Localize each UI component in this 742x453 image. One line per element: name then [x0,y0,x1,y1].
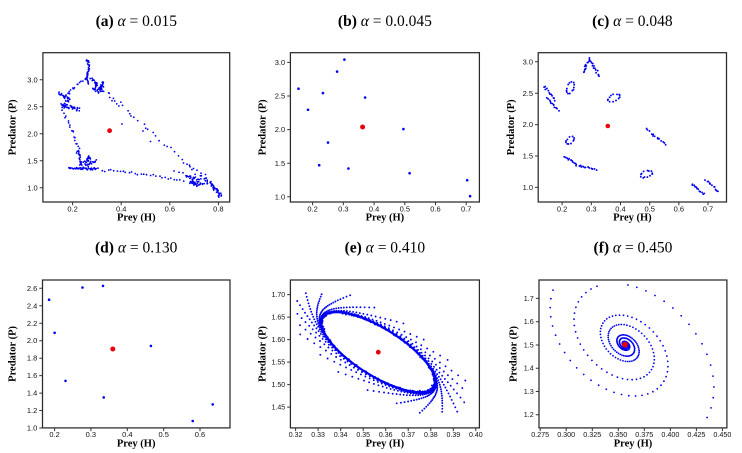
svg-text:0.4: 0.4 [615,204,625,213]
svg-text:0.6: 0.6 [430,204,440,213]
svg-text:1.3: 1.3 [524,387,534,396]
svg-text:2.4: 2.4 [27,301,37,310]
svg-text:3.0: 3.0 [275,58,285,67]
svg-text:0.5: 0.5 [400,204,410,213]
svg-text:0.425: 0.425 [687,430,705,439]
svg-text:0.4: 0.4 [116,204,126,213]
svg-text:1.0: 1.0 [523,183,533,192]
svg-text:1.60: 1.60 [272,337,286,344]
svg-text:0.2: 0.2 [557,204,567,213]
svg-text:Predator (P): Predator (P) [8,99,19,155]
svg-text:0.39: 0.39 [446,432,460,439]
svg-text:2.0: 2.0 [275,125,285,134]
svg-text:Prey (H): Prey (H) [117,213,156,224]
svg-text:(d) α = 0.130: (d) α = 0.130 [95,240,178,257]
svg-text:Predator (P): Predator (P) [258,99,269,155]
svg-text:2.5: 2.5 [523,89,533,98]
svg-text:0.3: 0.3 [586,204,596,213]
svg-text:1.45: 1.45 [272,405,286,412]
svg-text:0.2: 0.2 [49,430,59,439]
svg-text:(a) α = 0.015: (a) α = 0.015 [96,13,178,30]
svg-text:2.5: 2.5 [275,92,285,101]
svg-text:0.375: 0.375 [635,430,653,439]
svg-text:1.65: 1.65 [272,315,286,322]
svg-text:0.35: 0.35 [356,432,370,439]
svg-text:0.3: 0.3 [338,204,348,213]
svg-text:0.36: 0.36 [379,432,393,439]
svg-text:0.4: 0.4 [369,204,379,213]
svg-text:3.0: 3.0 [27,75,37,84]
svg-text:0.34: 0.34 [334,432,348,439]
svg-text:0.350: 0.350 [609,430,627,439]
svg-text:Prey (H): Prey (H) [613,213,652,224]
svg-text:Predator (P): Predator (P) [258,325,269,381]
svg-text:1.7: 1.7 [524,294,534,303]
svg-text:1.8: 1.8 [27,354,37,363]
svg-text:Prey (H): Prey (H) [117,438,156,449]
svg-text:Predator (P): Predator (P) [8,325,19,381]
svg-text:1.70: 1.70 [272,292,286,299]
svg-text:0.6: 0.6 [674,204,684,213]
svg-text:Predator (P): Predator (P) [509,325,520,381]
svg-text:Predator (P): Predator (P) [506,99,517,155]
svg-text:0.8: 0.8 [213,204,223,213]
svg-text:0.300: 0.300 [557,430,575,439]
svg-text:2.0: 2.0 [523,120,533,129]
svg-text:0.5: 0.5 [644,204,654,213]
svg-text:0.5: 0.5 [158,430,168,439]
svg-text:0.6: 0.6 [165,204,175,213]
svg-text:1.2: 1.2 [524,410,534,419]
svg-text:1.55: 1.55 [272,360,286,367]
svg-text:Prey (H): Prey (H) [614,438,653,449]
svg-text:0.325: 0.325 [583,430,601,439]
svg-text:Prey (H): Prey (H) [366,213,405,224]
svg-text:0.3: 0.3 [86,430,96,439]
svg-text:2.0: 2.0 [27,336,37,345]
svg-text:1.2: 1.2 [27,406,37,415]
svg-text:(c) α = 0.048: (c) α = 0.048 [592,13,673,30]
svg-text:3.0: 3.0 [523,57,533,66]
svg-text:0.4: 0.4 [122,430,132,439]
svg-text:0.6: 0.6 [195,430,205,439]
svg-text:1.5: 1.5 [523,152,533,161]
svg-text:0.38: 0.38 [424,432,438,439]
svg-text:2.2: 2.2 [27,319,37,328]
svg-text:1.5: 1.5 [27,156,37,165]
svg-text:(f) α = 0.450: (f) α = 0.450 [594,240,673,257]
svg-text:1.6: 1.6 [524,317,534,326]
svg-text:1.4: 1.4 [27,389,37,398]
svg-text:(e) α = 0.410: (e) α = 0.410 [345,240,426,257]
svg-text:2.5: 2.5 [27,102,37,111]
svg-text:0.40: 0.40 [469,432,483,439]
svg-text:1.0: 1.0 [27,183,37,192]
svg-text:1.6: 1.6 [27,371,37,380]
svg-text:0.450: 0.450 [713,430,731,439]
svg-text:1.4: 1.4 [524,364,534,373]
svg-text:0.2: 0.2 [67,204,77,213]
svg-text:0.2: 0.2 [307,204,317,213]
svg-text:0.33: 0.33 [311,432,325,439]
svg-text:0.32: 0.32 [289,432,303,439]
svg-text:2.0: 2.0 [27,129,37,138]
svg-text:2.6: 2.6 [27,284,37,293]
svg-text:1.5: 1.5 [275,159,285,168]
svg-text:Prey (H): Prey (H) [366,438,405,449]
svg-text:1.5: 1.5 [524,340,534,349]
svg-text:1.0: 1.0 [275,192,285,201]
svg-text:1.0: 1.0 [27,424,37,433]
svg-text:0.7: 0.7 [461,204,471,213]
svg-text:0.7: 0.7 [703,204,713,213]
svg-text:0.400: 0.400 [661,430,679,439]
svg-text:(b) α = 0.0.045: (b) α = 0.0.045 [338,13,432,30]
svg-text:1.50: 1.50 [272,382,286,389]
svg-text:0.275: 0.275 [531,430,549,439]
svg-text:0.37: 0.37 [401,432,415,439]
